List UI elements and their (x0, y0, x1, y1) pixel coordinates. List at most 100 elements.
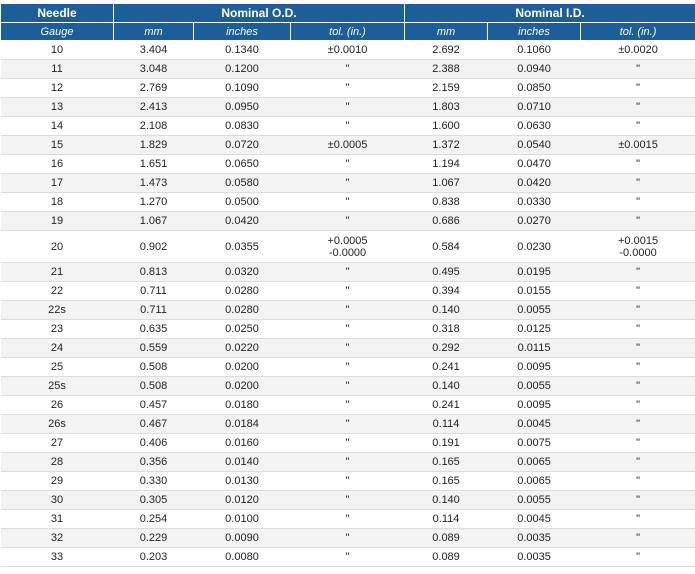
table-cell: 0.0055 (488, 301, 581, 320)
table-cell: 0.165 (405, 472, 488, 491)
table-cell: 28 (1, 453, 114, 472)
table-cell: 2.108 (114, 117, 194, 136)
table-cell: 0.114 (405, 510, 488, 529)
table-cell: ±0.0020 (581, 41, 695, 60)
table-cell: 2.413 (114, 98, 194, 117)
table-cell: 19 (1, 212, 114, 231)
table-cell: 20 (1, 231, 114, 263)
table-cell: 0.457 (114, 396, 194, 415)
table-cell: " (291, 79, 405, 98)
table-cell: 0.0330 (488, 193, 581, 212)
table-cell: 2.159 (405, 79, 488, 98)
table-cell: 2.692 (405, 41, 488, 60)
table-cell: 1.600 (405, 117, 488, 136)
table-cell: 17 (1, 174, 114, 193)
table-cell: +0.0005 -0.0000 (291, 231, 405, 263)
table-cell: " (291, 415, 405, 434)
table-cell: 11 (1, 60, 114, 79)
table-cell: " (291, 510, 405, 529)
table-cell: 1.829 (114, 136, 194, 155)
table-cell: 1.473 (114, 174, 194, 193)
table-cell: " (581, 301, 695, 320)
table-cell: 0.495 (405, 263, 488, 282)
table-cell: 0.191 (405, 434, 488, 453)
table-cell: " (291, 155, 405, 174)
table-cell: " (291, 263, 405, 282)
table-cell: 2.769 (114, 79, 194, 98)
table-cell: 0.0280 (194, 301, 291, 320)
table-cell: 0.229 (114, 529, 194, 548)
table-cell: " (291, 434, 405, 453)
table-cell: ±0.0015 (581, 136, 695, 155)
table-cell: 0.0180 (194, 396, 291, 415)
table-cell: " (291, 320, 405, 339)
table-cell: 0.0065 (488, 472, 581, 491)
table-cell: " (291, 212, 405, 231)
table-cell: " (291, 529, 405, 548)
table-cell: 0.0270 (488, 212, 581, 231)
table-cell: 0.254 (114, 510, 194, 529)
table-cell: 22 (1, 282, 114, 301)
table-cell: " (581, 282, 695, 301)
table-cell: 21 (1, 263, 114, 282)
table-cell: 32 (1, 529, 114, 548)
subheader-cell: Gauge (1, 23, 114, 41)
table-cell: 0.0200 (194, 358, 291, 377)
table-cell: 0.0090 (194, 529, 291, 548)
table-cell: 25s (1, 377, 114, 396)
table-cell: 0.0720 (194, 136, 291, 155)
table-cell: " (581, 491, 695, 510)
table-cell: 0.0850 (488, 79, 581, 98)
table-cell: 0.406 (114, 434, 194, 453)
table-cell: 0.711 (114, 282, 194, 301)
subheader-cell: mm (114, 23, 194, 41)
table-cell: 0.0130 (194, 472, 291, 491)
table-cell: 0.0055 (488, 491, 581, 510)
table-cell: 0.0065 (488, 453, 581, 472)
table-cell: " (291, 339, 405, 358)
table-cell: " (291, 301, 405, 320)
table-cell: " (581, 155, 695, 174)
table-cell: " (581, 510, 695, 529)
table-cell: 0.0045 (488, 415, 581, 434)
table-cell: 31 (1, 510, 114, 529)
table-cell: " (581, 377, 695, 396)
table-cell: 0.0125 (488, 320, 581, 339)
table-cell: 0.0095 (488, 358, 581, 377)
table-cell: " (581, 358, 695, 377)
table-cell: 0.0420 (488, 174, 581, 193)
table-cell: 0.0540 (488, 136, 581, 155)
table-cell: 0.584 (405, 231, 488, 263)
table-cell: 0.0420 (194, 212, 291, 231)
table-cell: 22s (1, 301, 114, 320)
table-cell: 3.404 (114, 41, 194, 60)
table-cell: " (581, 415, 695, 434)
table-cell: " (581, 193, 695, 212)
table-cell: 0.140 (405, 491, 488, 510)
table-cell: 26 (1, 396, 114, 415)
table-cell: 0.686 (405, 212, 488, 231)
table-cell: 0.0075 (488, 434, 581, 453)
table-cell: 0.902 (114, 231, 194, 263)
table-cell: " (291, 396, 405, 415)
table-cell: 0.203 (114, 548, 194, 567)
table-cell: 0.813 (114, 263, 194, 282)
table-cell: 0.089 (405, 548, 488, 567)
table-cell: 12 (1, 79, 114, 98)
table-cell: " (581, 339, 695, 358)
table-cell: 0.140 (405, 301, 488, 320)
table-cell: " (581, 548, 695, 567)
table-cell: " (581, 453, 695, 472)
